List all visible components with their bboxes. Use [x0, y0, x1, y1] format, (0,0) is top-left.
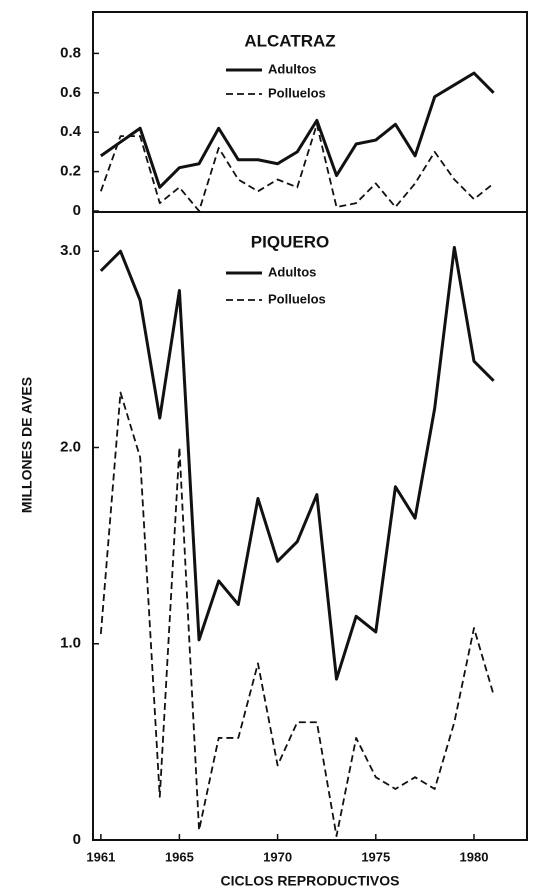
x-tick-label: 1961: [86, 849, 115, 864]
frame: [92, 11, 528, 841]
y-tick-label: 0.4: [60, 123, 82, 140]
x-tick-label: 1980: [460, 849, 489, 864]
legend-label: Adultos: [268, 61, 316, 76]
x-tick-label: 1970: [263, 849, 292, 864]
y-tick-label: 2.0: [60, 438, 81, 455]
legend-label: Polluelos: [268, 291, 326, 306]
x-tick-label: 1965: [165, 849, 194, 864]
y-tick-label: 0: [73, 202, 81, 219]
panel-title: PIQUERO: [251, 232, 329, 251]
series-line: [100, 123, 495, 212]
x-axis-label: CICLOS REPRODUCTIVOS: [221, 873, 400, 889]
x-tick-label: 1975: [361, 849, 390, 864]
y-tick-label: 0.6: [60, 84, 81, 101]
legend-label: Adultos: [268, 264, 316, 279]
y-tick-label: 0.8: [60, 44, 81, 61]
legend-label: Polluelos: [268, 85, 326, 100]
y-tick-label: 0.2: [60, 163, 81, 180]
series-line: [99, 245, 495, 681]
y-tick-label: 3.0: [60, 242, 81, 259]
series-line: [99, 71, 495, 189]
y-tick-label: 0: [73, 831, 81, 848]
panel-title: ALCATRAZ: [244, 31, 335, 50]
series-line: [99, 391, 495, 837]
y-axis-label: MILLONES DE AVES: [19, 377, 35, 513]
y-tick-label: 1.0: [60, 635, 81, 652]
